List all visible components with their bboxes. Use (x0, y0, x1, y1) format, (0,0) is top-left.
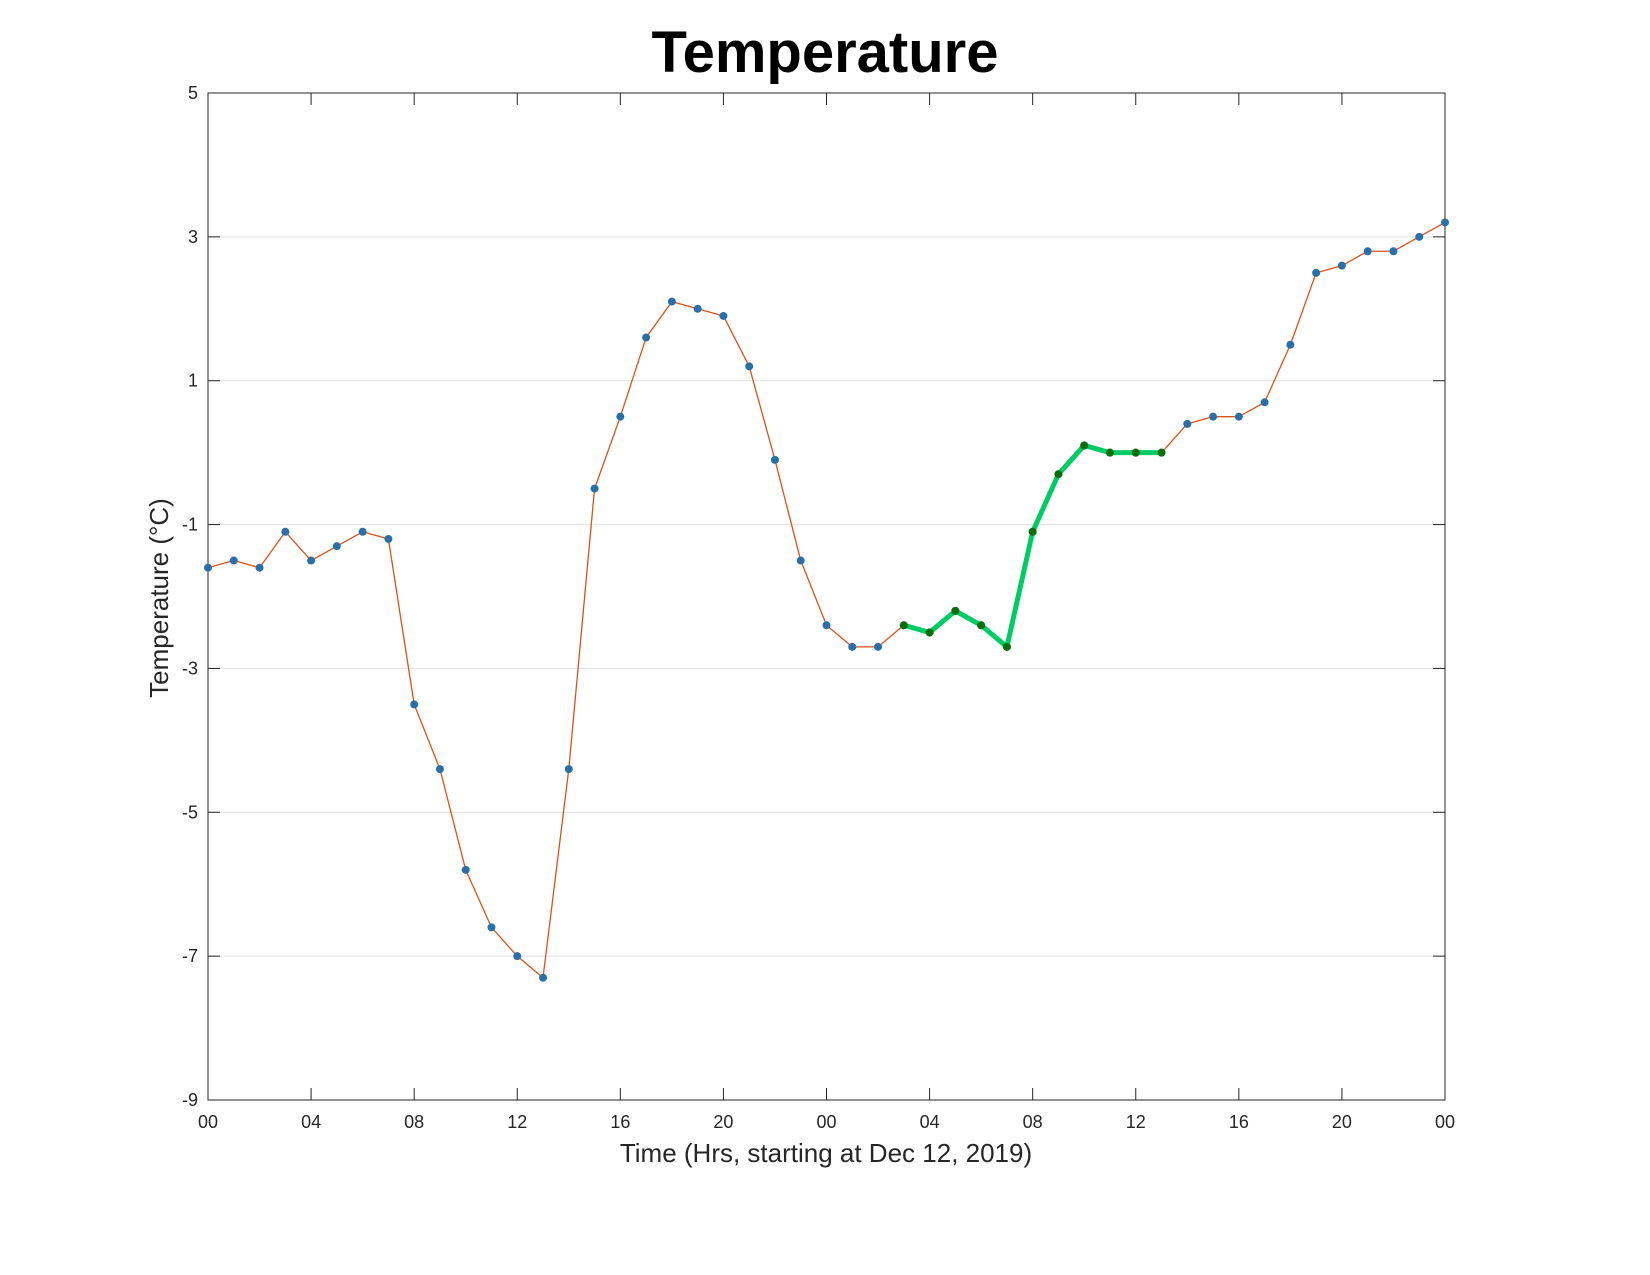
series-2-point (1131, 448, 1140, 457)
series-2-point (1028, 527, 1037, 536)
data-series (204, 218, 1449, 982)
series-2-point (925, 628, 934, 637)
series-1-point (461, 865, 470, 874)
series-1-point (848, 642, 857, 651)
series-2-point (977, 621, 986, 630)
y-tick-label: -5 (182, 802, 198, 822)
y-tick-label: 3 (188, 227, 198, 247)
series-1-point (307, 556, 316, 565)
series-1-point (796, 556, 805, 565)
series-1-point (822, 621, 831, 630)
y-tick-label: -9 (182, 1090, 198, 1110)
series-1-point (255, 563, 264, 572)
x-tick-label: 12 (507, 1112, 527, 1132)
series-1-point (642, 333, 651, 342)
series-1-point (1209, 412, 1218, 421)
x-tick-label: 20 (1332, 1112, 1352, 1132)
series-1-point (1389, 247, 1398, 256)
x-tick-label: 08 (1023, 1112, 1043, 1132)
series-1-point (874, 642, 883, 651)
series-2-point (1054, 470, 1063, 479)
x-tick-label: 00 (1435, 1112, 1455, 1132)
series-2-point (1080, 441, 1089, 450)
series-2-line (901, 442, 1165, 650)
series-1-line (207, 221, 1446, 979)
x-tick-label: 16 (610, 1112, 630, 1132)
series-1-point (358, 527, 367, 536)
series-2-point (1105, 448, 1114, 457)
y-tick-label: -7 (182, 946, 198, 966)
series-1-point (1234, 412, 1243, 421)
y-tick-label: 5 (188, 83, 198, 103)
series-1-point (1363, 247, 1372, 256)
x-tick-label: 04 (920, 1112, 940, 1132)
series-2-point (951, 606, 960, 615)
x-tick-label: 00 (816, 1112, 836, 1132)
series-1-point (204, 563, 212, 572)
x-tick-label: 08 (404, 1112, 424, 1132)
series-1-point (616, 412, 625, 421)
series-1-point (487, 923, 496, 932)
y-tick-label: -1 (182, 515, 198, 535)
series-1-point (1260, 398, 1269, 407)
y-tick-label: -3 (182, 658, 198, 678)
series-1-point (1312, 268, 1321, 277)
series-2-point (1002, 642, 1011, 651)
series-1-point (410, 700, 419, 709)
series-1-point (1337, 261, 1346, 270)
series-1-point (667, 297, 676, 306)
series-1-point (435, 765, 444, 774)
series-2-point (1157, 448, 1166, 457)
series-1-point (229, 556, 238, 565)
x-tick-label: 12 (1126, 1112, 1146, 1132)
series-2-point (899, 621, 908, 630)
x-tick-label: 16 (1229, 1112, 1249, 1132)
x-axis-label: Time (Hrs, starting at Dec 12, 2019) (620, 1138, 1032, 1168)
series-1-point (719, 311, 728, 320)
series-1-point (384, 534, 393, 543)
series-1-point (1415, 232, 1424, 241)
x-tick-label: 00 (198, 1112, 218, 1132)
series-1-point (539, 973, 548, 982)
series-1-point (1286, 340, 1295, 349)
series-1-point (564, 765, 573, 774)
chart-title: Temperature (651, 20, 998, 85)
series-1-point (513, 952, 522, 961)
plot-area-frame (207, 92, 1446, 1101)
series-1-point (332, 542, 341, 551)
axis-ticks: 531-1-3-5-7-900 04 08 12 16 20 00 04 08 12 16 20 00 (182, 83, 1455, 1132)
series-1-point (693, 304, 702, 313)
x-tick-label: 04 (301, 1112, 321, 1132)
series-1-point (590, 484, 599, 493)
series-1-point (770, 455, 779, 464)
series-1-point (745, 362, 754, 371)
grid-lines (208, 236, 1445, 957)
y-axis-label: Temperature (°C) (144, 498, 174, 698)
x-tick-label: 20 (713, 1112, 733, 1132)
y-tick-label: 1 (188, 371, 198, 391)
series-1-point (1183, 419, 1192, 428)
series-1-point (281, 527, 290, 536)
series-1-point (1441, 218, 1449, 227)
